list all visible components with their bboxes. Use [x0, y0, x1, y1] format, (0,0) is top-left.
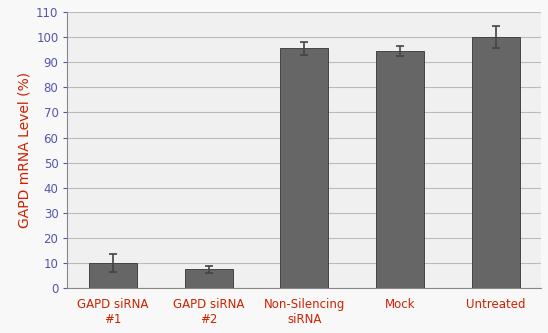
Bar: [376, 51, 424, 288]
Bar: [185, 269, 232, 288]
Bar: [472, 37, 520, 288]
Bar: [89, 263, 137, 288]
Bar: [281, 48, 328, 288]
Y-axis label: GAPD mRNA Level (%): GAPD mRNA Level (%): [18, 72, 32, 228]
